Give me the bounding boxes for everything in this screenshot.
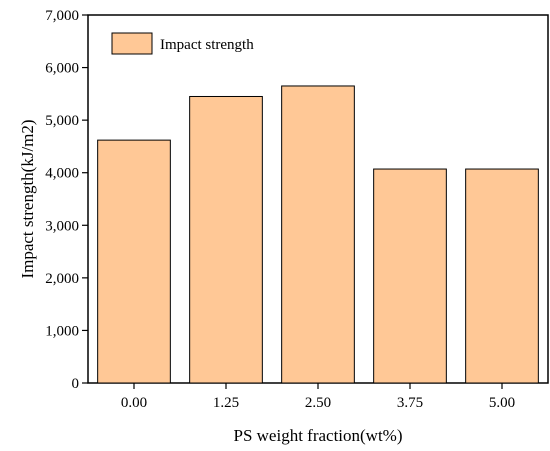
y-tick-label: 6,000 xyxy=(45,61,79,77)
x-tick-label: 5.00 xyxy=(489,395,515,411)
x-tick-label: 1.25 xyxy=(213,395,239,411)
bars-group xyxy=(97,85,539,384)
bar-1.25 xyxy=(189,95,263,384)
y-axis: 0 1,000 2,000 3,000 4,000 5,000 6,000 7,000 xyxy=(45,8,88,392)
x-tick-label: 3.75 xyxy=(397,395,423,411)
y-tick-label: 2,000 xyxy=(45,271,79,287)
y-tick-label: 7,000 xyxy=(45,8,79,24)
y-tick-label: 5,000 xyxy=(45,113,79,129)
legend-swatch xyxy=(111,32,153,55)
y-tick-label: 0 xyxy=(72,376,80,392)
y-tick-label: 4,000 xyxy=(45,166,79,182)
legend-label: Impact strength xyxy=(160,37,254,53)
bar-3.75 xyxy=(373,168,447,384)
x-tick-label: 0.00 xyxy=(121,395,147,411)
y-tick-label: 3,000 xyxy=(45,218,79,234)
bar-5.00 xyxy=(465,168,539,384)
y-axis-title: Impact strength(kJ/m2) xyxy=(18,119,37,278)
legend: Impact strength xyxy=(111,32,254,55)
bar-2.50 xyxy=(281,85,355,384)
x-tick-label: 2.50 xyxy=(305,395,331,411)
x-axis-title: PS weight fraction(wt%) xyxy=(233,426,402,445)
bar-0.00 xyxy=(97,139,171,384)
x-axis: 0.00 1.25 2.50 3.75 5.00 xyxy=(121,383,515,411)
y-tick-label: 1,000 xyxy=(45,323,79,339)
